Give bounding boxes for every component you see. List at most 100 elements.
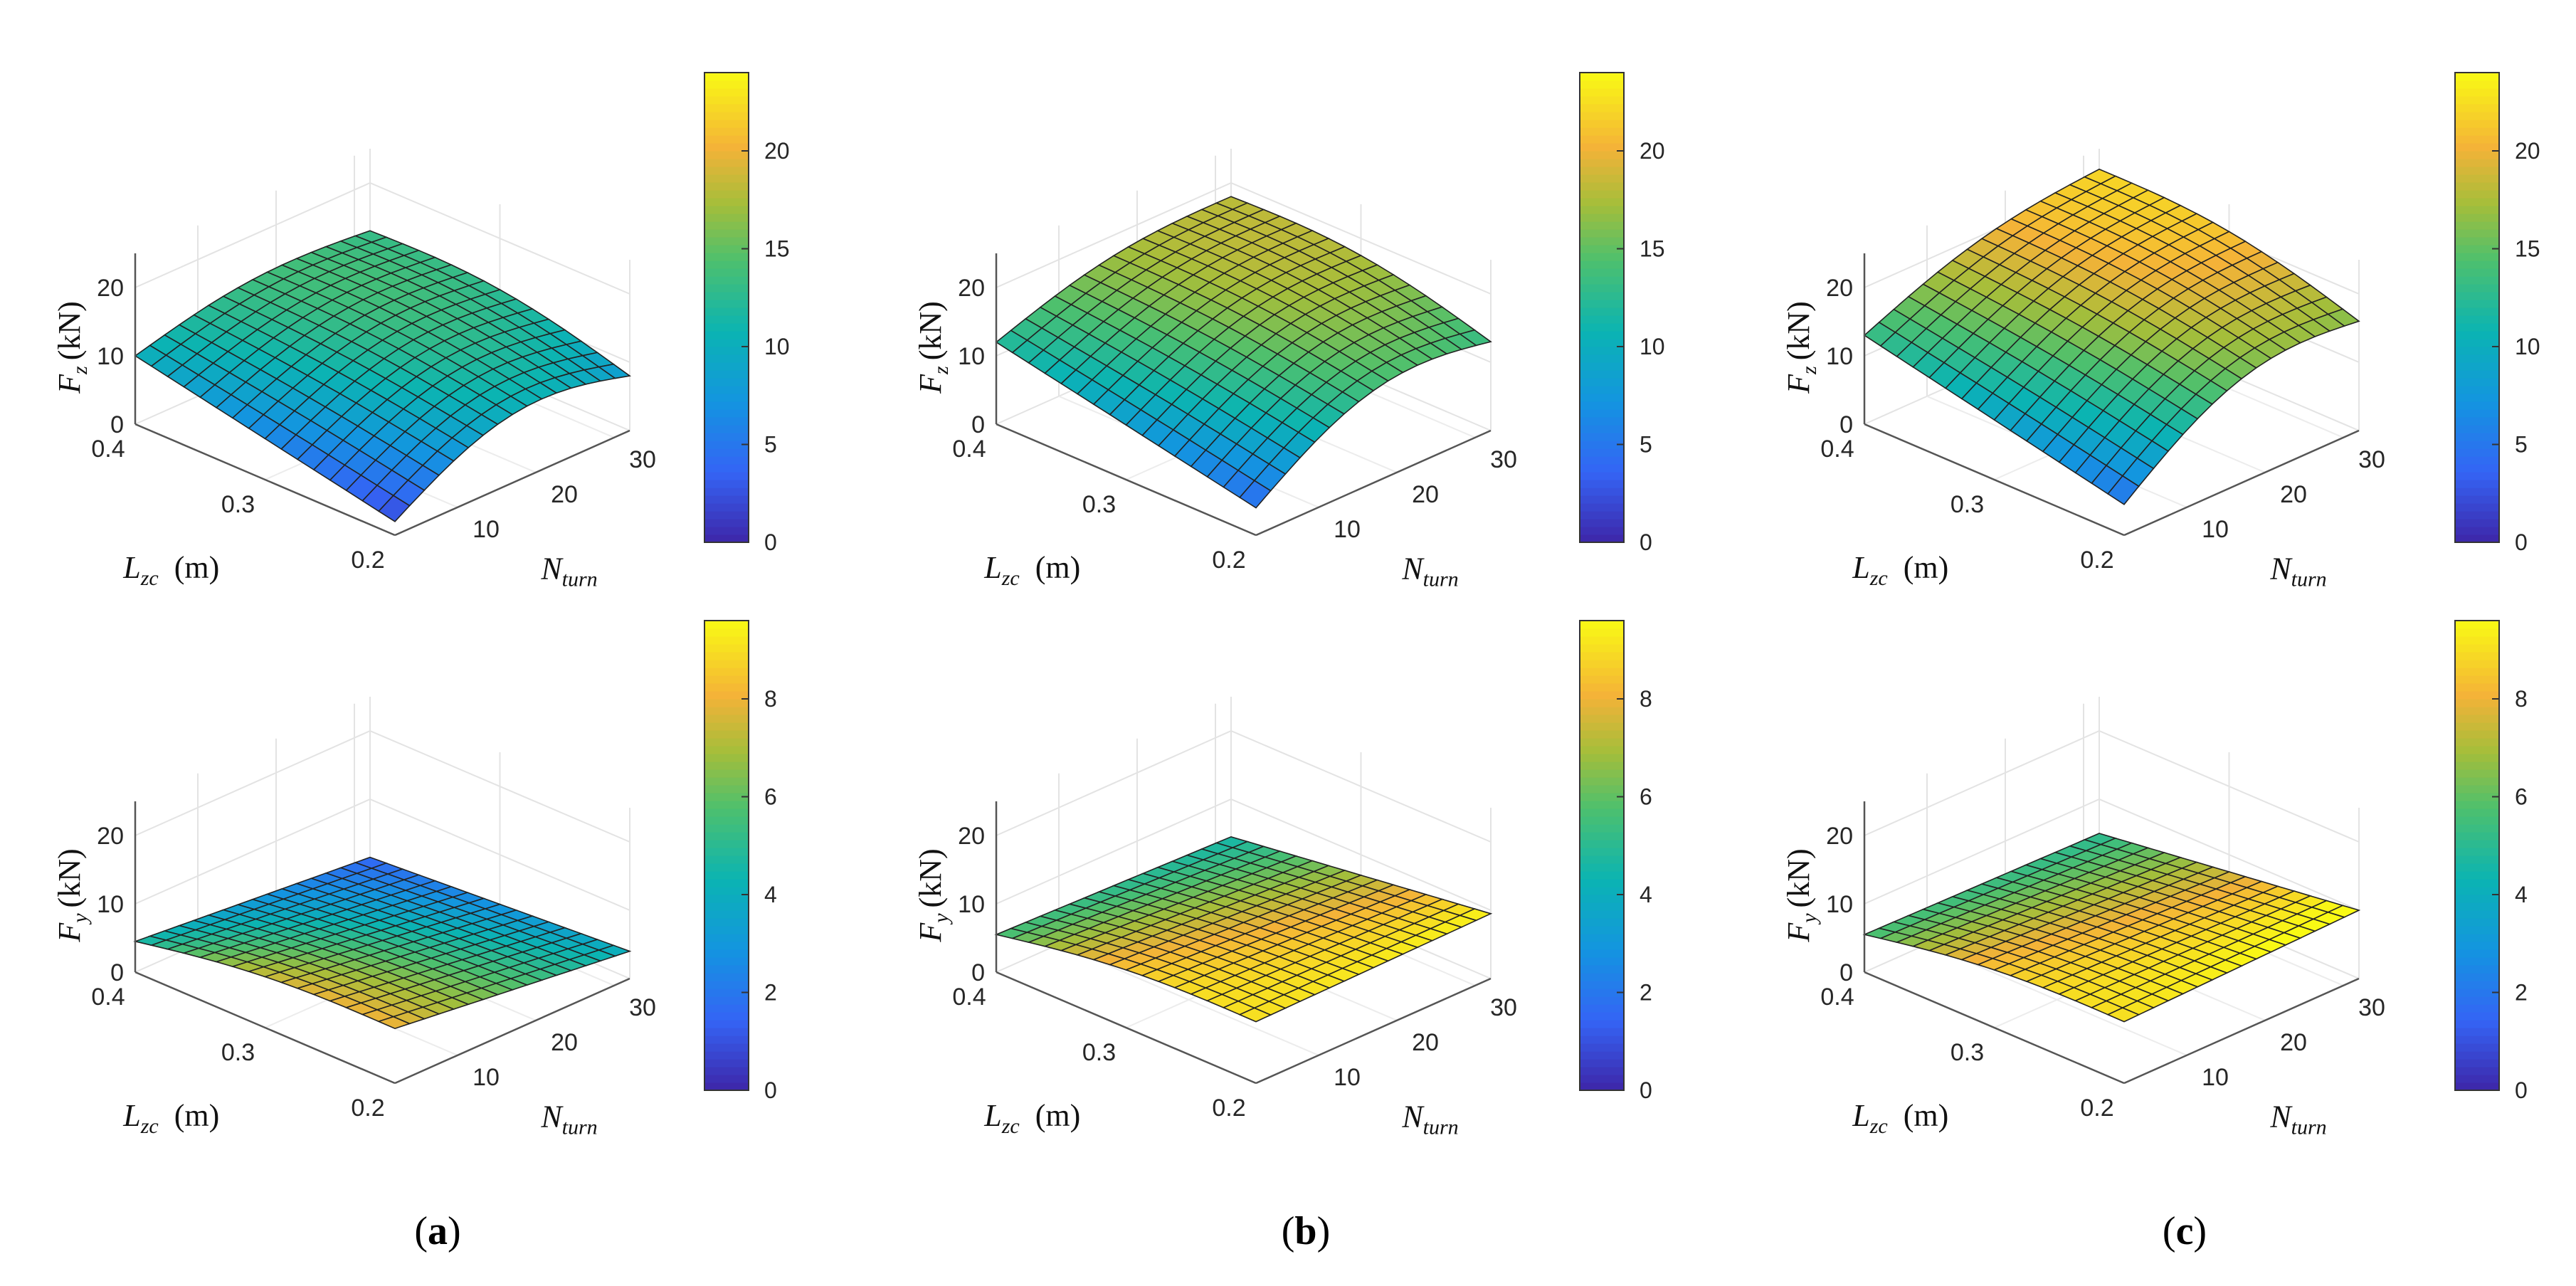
z-tick-label: 0 <box>971 411 985 438</box>
colorbar-tick-label: 2 <box>2515 980 2528 1006</box>
colorbar-segment <box>2455 464 2499 473</box>
colorbar-segment <box>1580 480 1624 488</box>
axis-lines <box>134 801 630 1085</box>
lzc-axis-line <box>134 971 396 1085</box>
colorbar-segment <box>1580 1051 1624 1060</box>
nturn-tick-label: 10 <box>473 1064 500 1091</box>
colorbar-segment <box>704 628 749 637</box>
colorbar-segment <box>1580 801 1624 809</box>
colorbar-segment <box>2455 409 2499 418</box>
colorbar-segment <box>704 722 749 731</box>
colorbar-segment <box>704 174 749 183</box>
colorbar-segment <box>2455 1012 2499 1021</box>
colorbar-segment <box>1580 989 1624 997</box>
colorbar-segment <box>1580 401 1624 410</box>
colorbar-segment <box>704 668 749 676</box>
colorbar-segment <box>1580 785 1624 794</box>
colorbar-segment <box>1580 808 1624 817</box>
colorbar-segment <box>1580 237 1624 246</box>
colorbar-tick-label: 20 <box>2515 138 2540 164</box>
colorbar-segment <box>2455 167 2499 175</box>
nturn-tick-label: 20 <box>1412 481 1439 508</box>
colorbar-segment <box>704 1059 749 1068</box>
colorbar-segment <box>1580 996 1624 1005</box>
colorbar-segment <box>704 683 749 692</box>
z-tick-label: 20 <box>97 823 124 850</box>
colorbar-segment <box>2455 362 2499 371</box>
colorbar-segment <box>704 182 749 191</box>
colorbar-segment <box>1580 965 1624 974</box>
colorbar-segment <box>1580 253 1624 261</box>
colorbar-segment <box>2455 855 2499 864</box>
colorbar-tick-label: 2 <box>764 980 777 1006</box>
colorbar-segment <box>1580 206 1624 214</box>
colorbar-segment <box>704 464 749 473</box>
colorbar-segment <box>704 511 749 520</box>
colorbar-segment <box>2455 738 2499 747</box>
colorbar-segment <box>704 253 749 261</box>
colorbar-segment <box>1580 1075 1624 1083</box>
colorbar-segment <box>1580 777 1624 786</box>
colorbar-segment <box>2455 386 2499 394</box>
colorbar-tick-label: 4 <box>1640 882 1652 907</box>
colorbar-segment <box>704 957 749 966</box>
colorbar-segment <box>704 425 749 433</box>
colorbar-segment <box>704 190 749 199</box>
colorbar-segment <box>1580 96 1624 105</box>
colorbar-segment <box>1580 910 1624 919</box>
surface <box>133 856 632 1030</box>
axis-lines <box>134 253 630 537</box>
colorbar-segment <box>704 284 749 292</box>
nturn-axis-label: Nturn <box>1401 1100 1458 1139</box>
colorbar-segment <box>1580 1067 1624 1075</box>
colorbar-segment <box>1580 104 1624 112</box>
z-tick-label: 0 <box>1839 411 1853 438</box>
colorbar-segment <box>1580 918 1624 927</box>
colorbar-segment <box>2455 245 2499 253</box>
z-tick-label: 10 <box>958 891 985 918</box>
colorbar-segment <box>704 1012 749 1021</box>
lzc-axis-label: Lzc (m) <box>1852 550 1948 590</box>
colorbar-segment <box>1580 229 1624 238</box>
colorbar-segment <box>2455 394 2499 402</box>
colorbar-segment <box>1580 221 1624 230</box>
colorbar-segment <box>1580 433 1624 441</box>
colorbar-tick-label: 0 <box>1640 529 1652 555</box>
colorbar-segment <box>2455 307 2499 316</box>
colorbar-tick-label: 4 <box>2515 882 2528 907</box>
colorbar-segment <box>2455 198 2499 206</box>
colorbar-segment <box>2455 871 2499 880</box>
colorbar-tick-label: 8 <box>1640 686 1652 712</box>
lzc-axis-label: Lzc (m) <box>983 550 1080 590</box>
colorbar-Fz-b: 0 5 10 15 20 <box>1579 72 1665 555</box>
colorbar-segment <box>2455 527 2499 535</box>
colorbar-segment <box>704 871 749 880</box>
colorbar-segment <box>1580 527 1624 535</box>
nturn-tick-label: 30 <box>629 994 656 1021</box>
axis-lines <box>1863 801 2360 1085</box>
colorbar-segment <box>1580 409 1624 418</box>
z-tick-label: 20 <box>97 275 124 302</box>
colorbar-segment <box>704 934 749 942</box>
colorbar-tick-label: 6 <box>1640 784 1652 810</box>
surface-patch <box>1238 1007 1272 1023</box>
colorbar-segment <box>1580 307 1624 316</box>
colorbar-segment <box>704 910 749 919</box>
colorbar-segment <box>704 127 749 136</box>
colorbar-segment <box>2455 487 2499 496</box>
colorbar-segment <box>2455 675 2499 684</box>
colorbar-segment <box>704 386 749 394</box>
colorbar-segment <box>2455 120 2499 128</box>
colorbar-segment <box>2455 808 2499 817</box>
colorbar-segment <box>2455 840 2499 848</box>
surface-patch <box>1238 480 1272 509</box>
colorbar-segment <box>704 981 749 989</box>
colorbar-segment <box>2455 292 2499 300</box>
colorbar-segment <box>2455 942 2499 950</box>
lzc-tick-label: 0.3 <box>1951 1039 1984 1066</box>
colorbar-segment <box>704 754 749 762</box>
surface <box>995 196 1492 509</box>
colorbar-segment <box>2455 644 2499 653</box>
z-axis-label: Fz(kN) <box>1781 301 1821 394</box>
